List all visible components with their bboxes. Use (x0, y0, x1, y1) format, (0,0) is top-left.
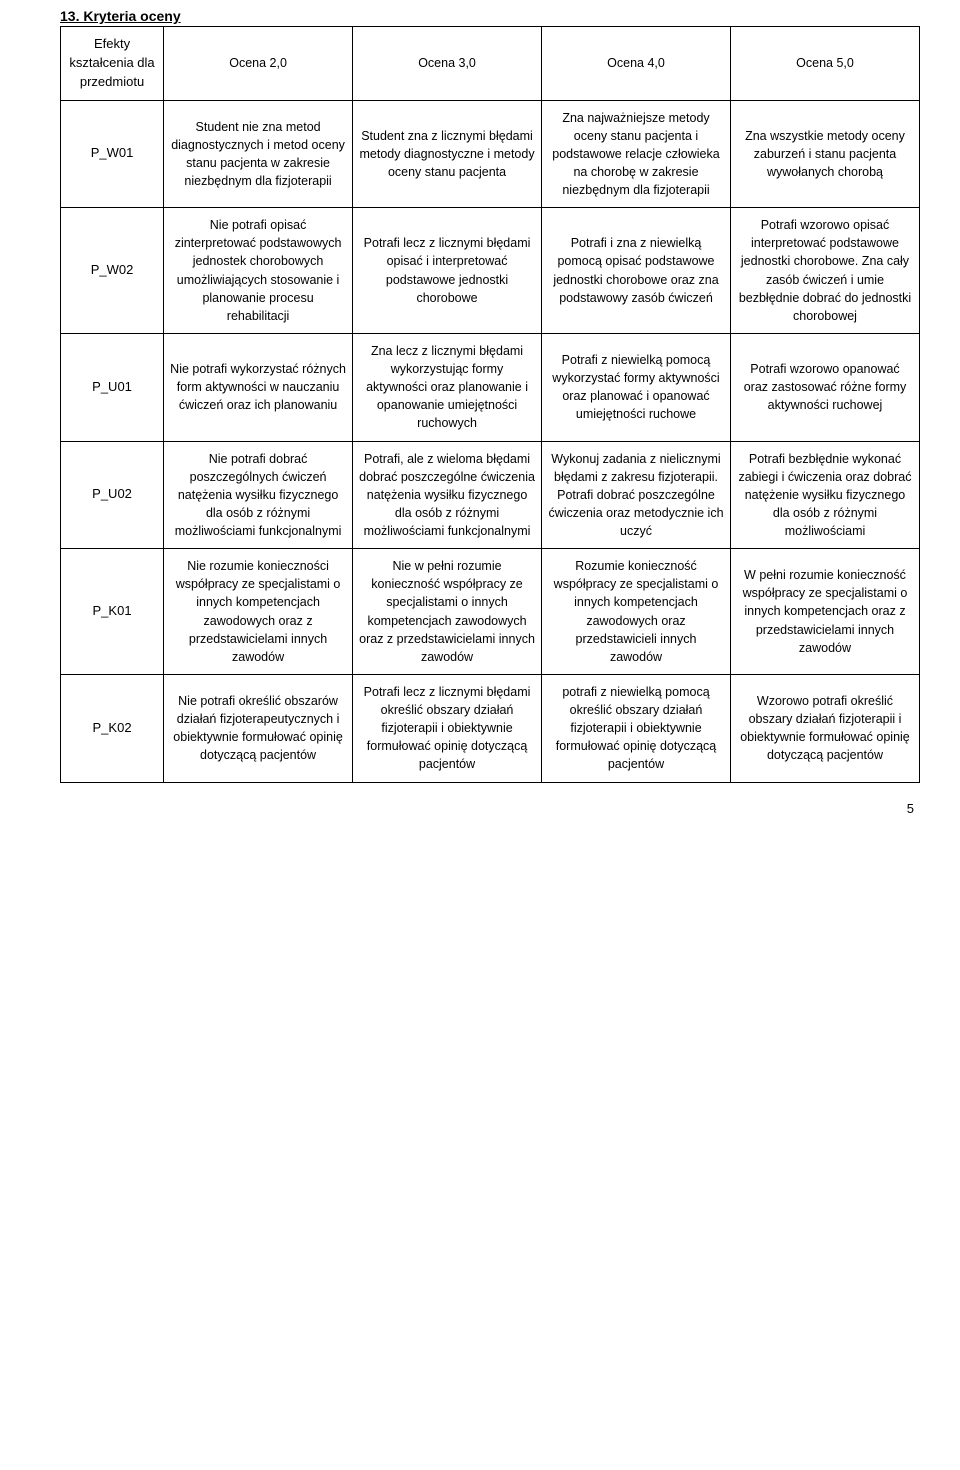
table-cell: Wzorowo potrafi określić obszary działań… (730, 674, 919, 782)
table-cell: W pełni rozumie konieczność współpracy z… (730, 549, 919, 675)
table-cell: Ocena 4,0 (542, 27, 731, 101)
table-cell: Zna lecz z licznymi błędami wykorzystują… (353, 333, 542, 441)
table-row: P_W02 Nie potrafi opisać zinterpretować … (61, 208, 920, 334)
table-cell: P_U01 (61, 333, 164, 441)
table-cell: Zna najważniejsze metody oceny stanu pac… (542, 100, 731, 208)
table-cell: P_W02 (61, 208, 164, 334)
table-cell: Zna wszystkie metody oceny zaburzeń i st… (730, 100, 919, 208)
table-cell: Potrafi lecz z licznymi błędami opisać i… (353, 208, 542, 334)
table-cell: Student nie zna metod diagnostycznych i … (164, 100, 353, 208)
criteria-table: Efekty kształcenia dla przedmiotu Ocena … (60, 26, 920, 783)
table-cell: Ocena 2,0 (164, 27, 353, 101)
table-cell: Nie potrafi dobrać poszczególnych ćwicze… (164, 441, 353, 549)
table-cell: Wykonuj zadania z nielicznymi błędami z … (542, 441, 731, 549)
table-row: P_U02 Nie potrafi dobrać poszczególnych … (61, 441, 920, 549)
table-cell: Nie w pełni rozumie konieczność współpra… (353, 549, 542, 675)
table-row: P_U01 Nie potrafi wykorzystać różnych fo… (61, 333, 920, 441)
table-cell: potrafi z niewielką pomocą określić obsz… (542, 674, 731, 782)
table-cell: Potrafi wzorowo opisać interpretować pod… (730, 208, 919, 334)
table-row: P_W01 Student nie zna metod diagnostyczn… (61, 100, 920, 208)
table-cell: Potrafi, ale z wieloma błędami dobrać po… (353, 441, 542, 549)
table-cell: Potrafi wzorowo opanować oraz zastosować… (730, 333, 919, 441)
table-cell: Student zna z licznymi błędami metody di… (353, 100, 542, 208)
table-cell: Nie potrafi wykorzystać różnych form akt… (164, 333, 353, 441)
table-cell: P_K01 (61, 549, 164, 675)
table-cell: Efekty kształcenia dla przedmiotu (61, 27, 164, 101)
table-cell: Potrafi z niewielką pomocą wykorzystać f… (542, 333, 731, 441)
table-cell: Ocena 5,0 (730, 27, 919, 101)
section-title: 13. Kryteria oceny (60, 8, 920, 24)
table-cell: Rozumie konieczność współpracy ze specja… (542, 549, 731, 675)
table-cell: Potrafi bezbłędnie wykonać zabiegi i ćwi… (730, 441, 919, 549)
table-cell: Potrafi i zna z niewielką pomocą opisać … (542, 208, 731, 334)
table-cell: P_W01 (61, 100, 164, 208)
table-cell: Nie potrafi opisać zinterpretować podsta… (164, 208, 353, 334)
table-cell: P_K02 (61, 674, 164, 782)
table-cell: Nie potrafi określić obszarów działań fi… (164, 674, 353, 782)
table-cell: Ocena 3,0 (353, 27, 542, 101)
table-row: Efekty kształcenia dla przedmiotu Ocena … (61, 27, 920, 101)
table-row: P_K02 Nie potrafi określić obszarów dzia… (61, 674, 920, 782)
table-cell: Nie rozumie konieczności współpracy ze s… (164, 549, 353, 675)
table-cell: Potrafi lecz z licznymi błędami określić… (353, 674, 542, 782)
table-row: P_K01 Nie rozumie konieczności współprac… (61, 549, 920, 675)
page-number: 5 (60, 801, 920, 816)
table-cell: P_U02 (61, 441, 164, 549)
